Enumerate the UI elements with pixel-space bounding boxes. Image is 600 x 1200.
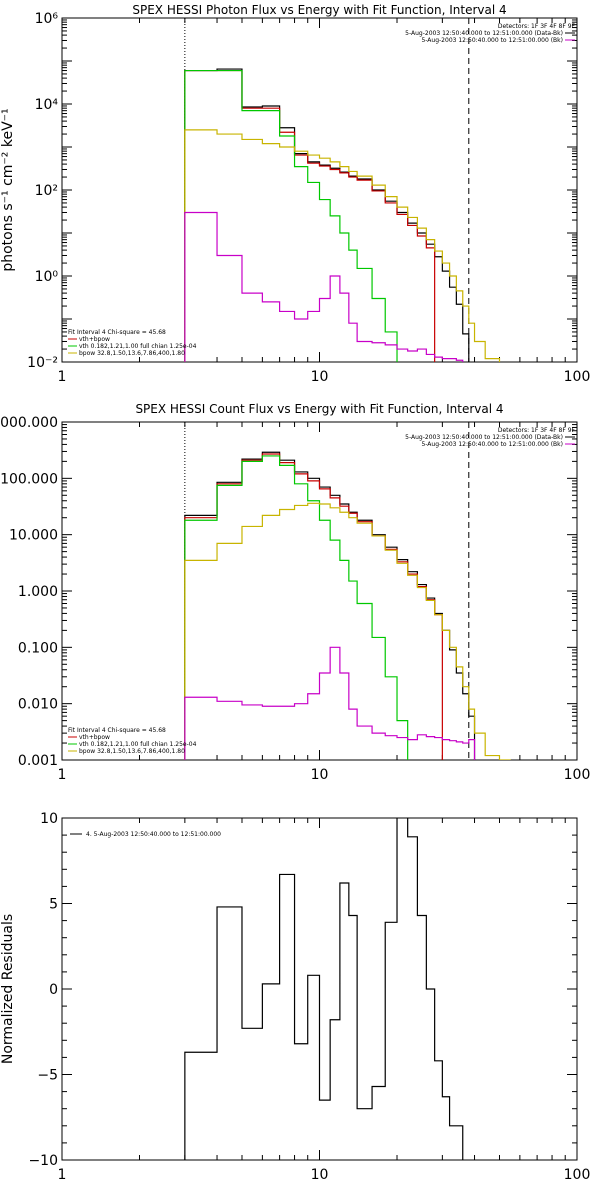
- residuals-y-axis-label: Normalized Residuals: [0, 914, 16, 1064]
- photon-series-bk: [184, 211, 464, 362]
- residuals-x-axis: 1 10 100: [58, 818, 591, 1183]
- count-x-tick-label: 100: [564, 767, 591, 783]
- count-series-vth-bpow: [184, 453, 443, 760]
- count-legend-entry: vth+bpow: [79, 734, 110, 741]
- count-y-axis: 0.001 0.010 0.100 1.000 10.000 100.000 1000.00…: [0, 415, 577, 769]
- photon-panel: SPEX HESSI Photon Flux vs Energy with Fi…: [0, 3, 591, 385]
- residuals-series-residuals: [184, 818, 464, 1160]
- photon-x-tick-label: 10: [311, 369, 329, 385]
- count-legend-entry: vth 0.182,1.21,1.00 full chian 1.25e-04: [79, 741, 197, 748]
- count-series-bk: [184, 646, 476, 760]
- photon-legend-header: Fit Interval 4 Chi-square = 45.68: [68, 329, 166, 336]
- photon-x-tick-label: 1: [58, 369, 67, 385]
- photon-x-tick-label: 100: [564, 369, 591, 385]
- count-y-tick-label: 0.100: [18, 640, 58, 656]
- count-legend-header: Fit Interval 4 Chi-square = 45.68: [68, 727, 166, 734]
- count-legend-bottom-left: Fit Interval 4 Chi-square = 45.68vth+bpo…: [68, 727, 197, 755]
- residuals-y-tick-label: 0: [49, 982, 58, 998]
- count-legend-entry: 5-Aug-2003 12:50:40.000 to 12:51:00.000 …: [421, 441, 563, 448]
- photon-y-tick-label: 10⁻²: [27, 355, 58, 371]
- residuals-legend-top-left: 4. 5-Aug-2003 12:50:40.000 to 12:51:00.0…: [70, 831, 221, 838]
- photon-legend-entry: bpow 32.8,1.50,13.6,7.86,400,1.80: [79, 350, 185, 357]
- residuals-y-tick-label: −5: [37, 1068, 58, 1084]
- photon-y-tick-label: 10²: [35, 183, 58, 199]
- photon-legend-top-right: Detectors: 1F 3F 4F 8F 9F5-Aug-2003 12:5…: [405, 23, 575, 44]
- photon-series-bpow: [184, 129, 501, 362]
- photon-x-axis: 1 10 100: [58, 18, 591, 385]
- count-panel: SPEX HESSI Count Flux vs Energy with Fit…: [0, 402, 591, 783]
- photon-legend-entry: 5-Aug-2003 12:50:40.000 to 12:51:00.000 …: [421, 37, 563, 44]
- residuals-series-group: [184, 818, 464, 1160]
- residuals-x-tick-label: 100: [564, 1167, 591, 1183]
- count-series-vth: [184, 455, 409, 760]
- count-title: SPEX HESSI Count Flux vs Energy with Fit…: [135, 402, 503, 416]
- residuals-y-tick-label: 10: [40, 811, 58, 827]
- photon-y-tick-label: 10⁶: [35, 11, 59, 27]
- count-legend-detectors: Detectors: 1F 3F 4F 8F 9F: [498, 427, 576, 434]
- photon-y-axis-label: photons s⁻¹ cm⁻² keV⁻¹: [0, 108, 16, 271]
- count-x-tick-label: 1: [58, 767, 67, 783]
- count-y-tick-label: 100.000: [0, 471, 58, 487]
- residuals-legend-entry: 4. 5-Aug-2003 12:50:40.000 to 12:51:00.0…: [86, 831, 221, 838]
- photon-series-vth-bpow: [184, 69, 436, 362]
- photon-y-tick-label: 10⁰: [35, 269, 59, 285]
- photon-legend-entry: vth+bpow: [79, 336, 110, 343]
- count-legend-entry: bpow 32.8,1.50,13.6,7.86,400,1.80: [79, 748, 185, 755]
- residuals-x-tick-label: 10: [311, 1167, 329, 1183]
- photon-legend-entry: 5-Aug-2003 12:50:40.000 to 12:51:00.000 …: [405, 30, 563, 37]
- count-series-group: [184, 451, 511, 760]
- residuals-y-tick-label: −10: [28, 1153, 58, 1169]
- count-y-tick-label: 0.010: [18, 697, 58, 713]
- residuals-panel: 1 10 100 −10 −5 0 5 10 Normalized Residuals 4. 5-…: [0, 811, 591, 1183]
- photon-series-group: [184, 68, 501, 362]
- photon-series-data-bk: [184, 68, 470, 362]
- residuals-y-tick-label: 5: [49, 897, 58, 913]
- residuals-x-tick-label: 1: [58, 1167, 67, 1183]
- photon-title: SPEX HESSI Photon Flux vs Energy with Fi…: [132, 3, 506, 17]
- photon-y-axis: 10⁻² 10⁰ 10² 10⁴ 10⁶: [27, 11, 577, 371]
- count-y-tick-label: 1.000: [18, 584, 58, 600]
- photon-legend-bottom-left: Fit Interval 4 Chi-square = 45.68vth+bpo…: [68, 329, 197, 357]
- count-legend-top-right: Detectors: 1F 3F 4F 8F 9F5-Aug-2003 12:5…: [405, 427, 575, 448]
- count-y-tick-label: 10.000: [9, 528, 58, 544]
- photon-legend-detectors: Detectors: 1F 3F 4F 8F 9F: [498, 23, 576, 30]
- photon-series-vth: [184, 69, 398, 362]
- count-plot-frame: [61, 421, 578, 761]
- count-legend-entry: 5-Aug-2003 12:50:40.000 to 12:51:00.000 …: [405, 434, 563, 441]
- residuals-y-axis: −10 −5 0 5 10: [28, 811, 577, 1169]
- count-series-data-bk: [184, 451, 476, 760]
- photon-y-tick-label: 10⁴: [35, 97, 59, 113]
- photon-legend-entry: vth 0.182,1.21,1.00 full chian 1.25e-04: [79, 343, 197, 350]
- count-series-bpow: [184, 502, 511, 760]
- count-x-tick-label: 10: [311, 767, 329, 783]
- count-y-tick-label: 0.001: [18, 753, 58, 769]
